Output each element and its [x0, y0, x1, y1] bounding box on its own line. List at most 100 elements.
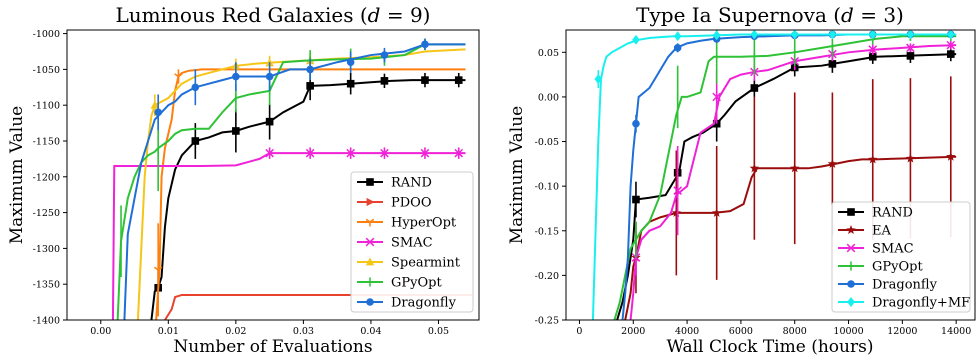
- axis-ticks: 0 2000 4000 6000 8000 10000 12000 14000 -0.25 -0.…: [535, 48, 972, 337]
- chart-title: Luminous Red Galaxies (d = 9): [116, 3, 431, 27]
- data-point: [790, 30, 799, 40]
- legend-entry: Dragonfly: [357, 296, 457, 311]
- x-tick-label: 10000: [833, 326, 863, 337]
- legend-label: Dragonfly: [872, 278, 938, 293]
- y-tick-label: -1150: [33, 136, 60, 147]
- data-point: [673, 186, 682, 195]
- y-axis-label: Maximum Value: [7, 106, 27, 244]
- data-point: [174, 73, 183, 82]
- legend-entry: GPyOpt: [357, 276, 442, 291]
- data-point: [673, 44, 682, 52]
- y-tick-label: -0.05: [535, 137, 559, 148]
- legend-box: [831, 201, 971, 313]
- y-tick-label: 0.00: [538, 92, 559, 103]
- legend-label: GPyOpt: [872, 260, 923, 275]
- y-tick-label: -0.15: [535, 226, 559, 237]
- x-tick-label: 12000: [887, 326, 917, 337]
- y-tick-label: -1300: [33, 244, 60, 255]
- data-point: [712, 30, 721, 41]
- data-point: [421, 40, 429, 49]
- data-point: [906, 43, 915, 53]
- data-point: [750, 30, 759, 40]
- data-point: [191, 137, 200, 145]
- legend-marker: [366, 197, 375, 207]
- series-hyperopt: [153, 68, 466, 320]
- data-point: [150, 100, 159, 109]
- legend-label: HyperOpt: [391, 216, 457, 231]
- data-point: [749, 163, 760, 173]
- data-point: [346, 148, 356, 158]
- data-point: [671, 207, 682, 217]
- data-point: [868, 52, 877, 61]
- series-dragonfly: [123, 38, 466, 320]
- chart-title: Type Ia Supernova (d = 3): [636, 3, 904, 27]
- data-point: [420, 148, 430, 158]
- legend-marker: [366, 178, 374, 186]
- x-tick-label: 6000: [729, 326, 753, 337]
- data-point: [305, 148, 315, 158]
- x-tick-label: 0.04: [360, 326, 381, 337]
- legend-label: RAND: [391, 176, 432, 191]
- axis-ticks: 0.00 0.01 0.02 0.03 0.04 0.05 -1400 -1350 -1300 -…: [33, 29, 449, 337]
- series-line: [123, 43, 466, 320]
- legend-marker: [365, 237, 375, 247]
- series-pdoo: [164, 293, 473, 320]
- data-point: [946, 30, 955, 40]
- data-point: [306, 65, 314, 74]
- data-point: [421, 76, 429, 84]
- y-tick-label: -1050: [33, 65, 60, 76]
- legend: RAND PDOO HyperOpt SMAC Spearmint GPyOpt Drago…: [350, 171, 474, 313]
- data-point: [905, 153, 916, 163]
- data-point: [868, 45, 878, 54]
- data-point: [346, 58, 355, 67]
- data-point: [232, 72, 240, 81]
- data-point: [673, 31, 682, 42]
- series-smac: [111, 147, 466, 320]
- legend-entries: RAND EA SMAC GPyOpt Dragonfly Dragonfly+MF: [838, 206, 970, 311]
- y-tick-label: -1000: [33, 29, 60, 40]
- data-point: [594, 74, 603, 85]
- y-tick-label: -1350: [33, 280, 60, 291]
- plot-area: [591, 30, 957, 320]
- y-tick-label: -1200: [33, 172, 60, 183]
- legend-marker: [846, 243, 856, 253]
- legend-entry: Dragonfly+MF: [838, 296, 970, 311]
- data-point: [306, 82, 314, 90]
- data-point: [265, 72, 274, 81]
- y-tick-label: -1400: [33, 316, 60, 327]
- x-tick-label: 0.01: [158, 326, 179, 337]
- data-point: [191, 83, 200, 92]
- legend-label: GPyOpt: [391, 276, 442, 291]
- legend-marker: [366, 298, 374, 306]
- data-point: [946, 50, 955, 58]
- legend-entry: EA: [838, 224, 891, 239]
- legend-label: RAND: [872, 206, 913, 221]
- series-line: [613, 35, 957, 320]
- x-tick-label: 0.03: [293, 326, 314, 337]
- x-tick-label: 2000: [621, 326, 645, 337]
- data-point: [265, 148, 274, 158]
- legend-box: [350, 171, 474, 313]
- data-point: [868, 30, 877, 40]
- legend-marker: [846, 225, 856, 234]
- legend-entry: RAND: [838, 206, 913, 221]
- data-point: [632, 119, 640, 128]
- x-axis-label: Number of Evaluations: [173, 337, 372, 357]
- data-point: [790, 163, 800, 173]
- data-point: [868, 154, 878, 164]
- legend-entry: HyperOpt: [357, 216, 457, 231]
- data-point: [828, 60, 837, 68]
- legend-marker: [365, 218, 375, 227]
- legend-entry: GPyOpt: [838, 260, 923, 275]
- data-point: [711, 207, 722, 217]
- legend-label: EA: [872, 224, 891, 239]
- legend-entry: Dragonfly: [838, 278, 938, 293]
- legend-label: SMAC: [391, 236, 433, 251]
- data-point: [380, 148, 389, 158]
- data-point: [346, 79, 355, 88]
- x-tick-label: 4000: [675, 326, 699, 337]
- legend-entry: PDOO: [357, 196, 432, 211]
- data-point: [265, 117, 274, 126]
- y-tick-label: -0.20: [535, 271, 559, 282]
